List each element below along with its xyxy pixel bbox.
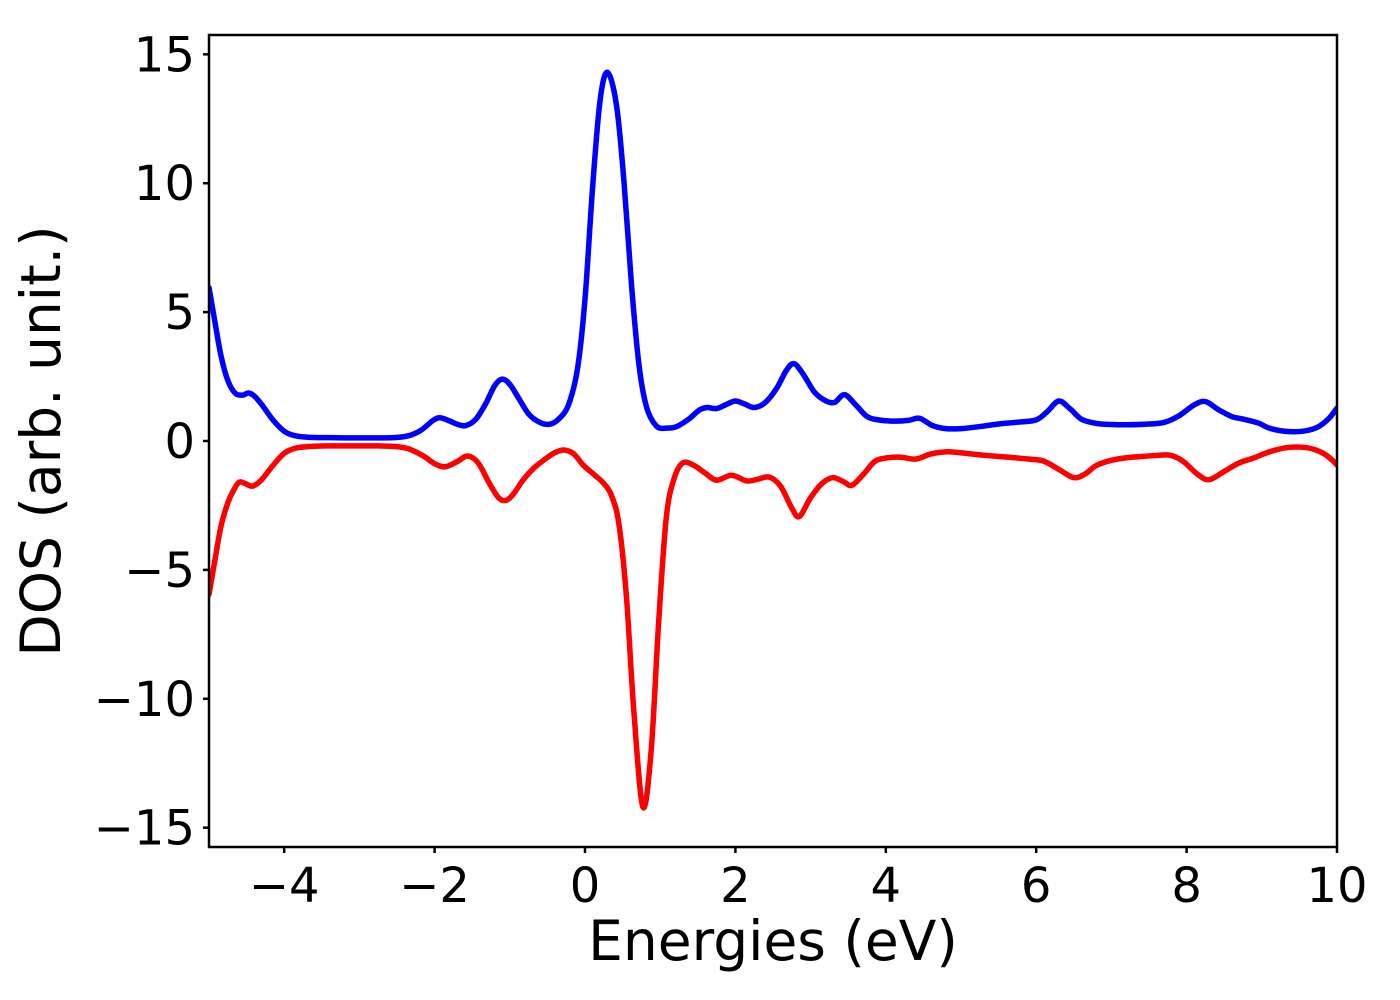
- y-tick-label: 0: [164, 414, 195, 470]
- x-tick-label: −2: [399, 858, 470, 914]
- y-tick-label: −5: [124, 543, 195, 599]
- y-tick-label: −15: [94, 801, 195, 857]
- x-axis-label: Energies (eV): [588, 909, 958, 973]
- y-axis-label: DOS (arb. unit.): [9, 225, 73, 656]
- y-tick-label: 10: [134, 156, 195, 212]
- x-tick-label: 0: [570, 858, 601, 914]
- x-tick-label: 4: [871, 858, 902, 914]
- x-tick-label: 6: [1021, 858, 1052, 914]
- curves-layer: [209, 69, 1337, 811]
- axis-tick-labels: −4 −2 0 2 4 6 8 10 −15 −10 −5 0 5 10 15: [94, 27, 1368, 914]
- x-tick-label: 8: [1171, 858, 1202, 914]
- axes-frame: [207, 33, 1339, 849]
- x-tick-label: 10: [1306, 858, 1367, 914]
- y-tick-label: −10: [94, 672, 195, 728]
- y-tick-label: 15: [134, 27, 195, 83]
- x-tick-label: −4: [249, 858, 320, 914]
- x-tick-label: 2: [720, 858, 751, 914]
- spin-down-curve: [209, 443, 1337, 811]
- spin-up-curve: [209, 69, 1337, 441]
- y-tick-label: 5: [164, 285, 195, 341]
